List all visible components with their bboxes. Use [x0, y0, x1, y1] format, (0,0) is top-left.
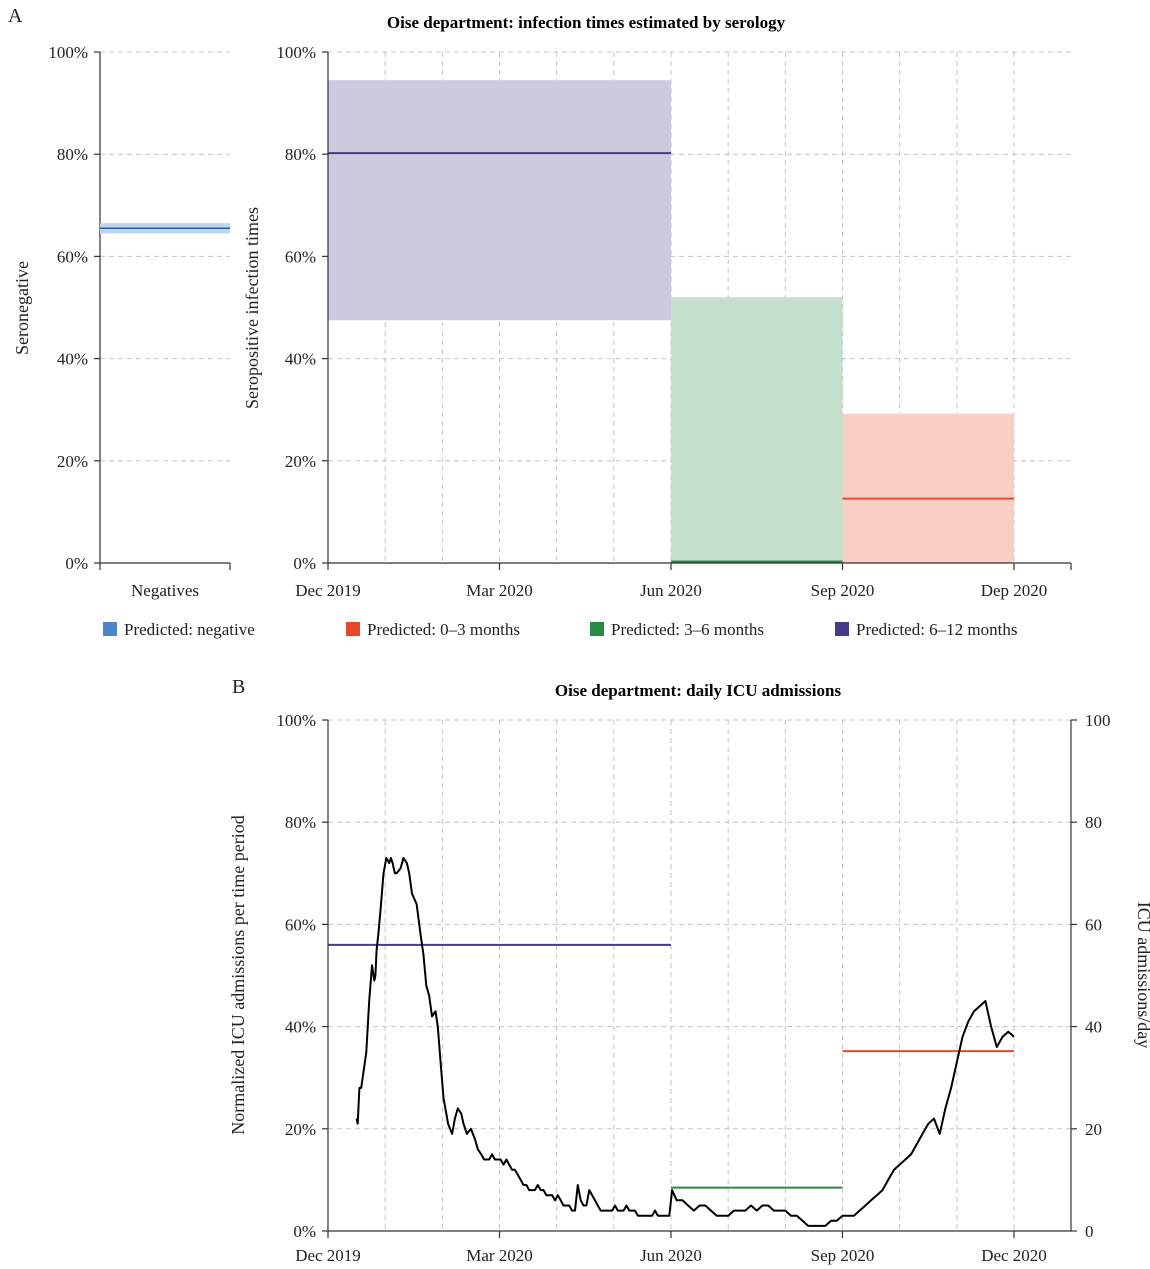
- icu-daily-y-label: ICU admissions/day: [1134, 902, 1150, 1049]
- x-tick-label: Negatives: [131, 581, 199, 600]
- x-tick-label: Mar 2020: [466, 1246, 533, 1265]
- x-tick-label: Dec 2020: [981, 1246, 1047, 1265]
- x-tick-label: Sep 2020: [811, 581, 875, 600]
- legend-label: Predicted: 0–3 months: [367, 620, 520, 639]
- y-tick-label: 60%: [57, 247, 88, 266]
- y-tick-label-left: 60%: [285, 915, 316, 934]
- legend-label: Predicted: negative: [124, 620, 255, 639]
- y-tick-label: 40%: [57, 350, 88, 369]
- seropositive-subplot: 0% 20% 40% 60% 80% 100% Dec 2019 Mar 2020 Jun 20…: [276, 43, 1072, 600]
- y-tick-label-right: 40: [1085, 1018, 1102, 1037]
- legend-swatch: [346, 622, 360, 636]
- y-tick-label-right: 0: [1085, 1222, 1094, 1241]
- y-tick-label-left: 80%: [285, 813, 316, 832]
- panel-b-title: Oise department: daily ICU admissions: [555, 681, 842, 700]
- x-tick-label: Mar 2020: [466, 581, 533, 600]
- y-tick-label: 60%: [285, 247, 316, 266]
- y-tick-label: 80%: [285, 145, 316, 164]
- legend-swatch: [590, 622, 604, 636]
- seronegative-y-label: Seronegative: [12, 261, 32, 355]
- legend-swatch: [103, 622, 117, 636]
- icu-normalized-y-label: Normalized ICU admissions per time perio…: [228, 815, 248, 1134]
- panel-a-title: Oise department: infection times estimat…: [387, 13, 786, 32]
- legend-label: Predicted: 3–6 months: [611, 620, 764, 639]
- seropositive-y-label: Seropositive infection times: [242, 207, 262, 409]
- y-tick-label-left: 0%: [293, 1222, 316, 1241]
- icu-daily-curve: [355, 857, 1015, 1227]
- panel-b-label: B: [232, 676, 245, 698]
- x-tick-label: Sep 2020: [811, 1246, 875, 1265]
- y-tick-label: 80%: [57, 145, 88, 164]
- y-tick-label-right: 100: [1085, 711, 1111, 730]
- x-tick-label: Jun 2020: [640, 1246, 702, 1265]
- y-tick-label: 100%: [276, 43, 316, 62]
- legend-label: Predicted: 6–12 months: [856, 620, 1017, 639]
- icu-admissions-plot: 0% 20% 40% 60% 80% 100% 0 20 40 60 80 100 Dec 2019 Ma…: [276, 711, 1110, 1265]
- y-tick-label: 0%: [293, 554, 316, 573]
- y-tick-label: 0%: [65, 554, 88, 573]
- y-tick-label: 100%: [48, 43, 88, 62]
- panel-a-label: A: [8, 5, 23, 27]
- x-tick-label: Dec 2019: [295, 1246, 361, 1265]
- x-tick-label: Jun 2020: [640, 581, 702, 600]
- y-tick-label-right: 20: [1085, 1120, 1102, 1139]
- y-tick-label-left: 100%: [276, 711, 316, 730]
- ci-bar: [671, 297, 843, 563]
- ci-bar: [842, 413, 1014, 563]
- y-tick-label: 20%: [285, 452, 316, 471]
- ci-bar: [328, 80, 671, 321]
- legend: Predicted: negative Predicted: 0–3 months…: [103, 620, 1017, 639]
- y-tick-label-right: 80: [1085, 813, 1102, 832]
- y-tick-label: 40%: [285, 350, 316, 369]
- legend-swatch: [835, 622, 849, 636]
- x-tick-label: Dec 2019: [295, 581, 361, 600]
- y-tick-label-left: 20%: [285, 1120, 316, 1139]
- seronegative-subplot: 0% 20% 40% 60% 80% 100% Negatives: [48, 43, 231, 600]
- y-tick-label-right: 60: [1085, 915, 1102, 934]
- y-tick-label: 20%: [57, 452, 88, 471]
- x-tick-label: Dep 2020: [981, 581, 1048, 600]
- y-tick-label-left: 40%: [285, 1018, 316, 1037]
